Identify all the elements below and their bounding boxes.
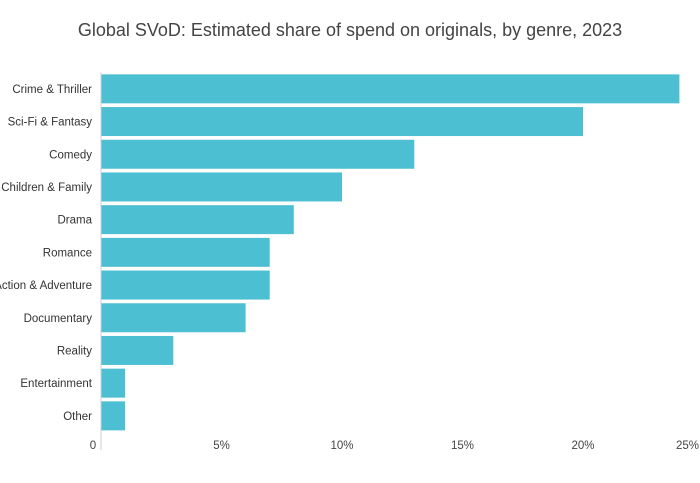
bar-5 [101,237,270,267]
x-tick-label: 5% [213,440,230,452]
bar-1 [101,107,583,137]
category-label: Other [63,411,92,423]
x-tick-labels: 0 5% 10% 15% 20% 25% [90,440,699,452]
chart-title: Global SVoD: Estimated share of spend on… [77,20,623,40]
category-label: Documentary [24,313,93,325]
category-label: Comedy [49,149,92,161]
category-label: Romance [43,247,92,259]
bar-2 [101,139,415,169]
x-tick-label: 25% [676,440,699,452]
bar-9 [101,368,126,398]
bar-6 [101,270,270,300]
category-label: Action & Adventure [0,280,92,292]
category-labels: Crime & Thriller Sci-Fi & Fantasy Comedy Ch… [0,84,93,423]
category-label: Reality [57,345,92,357]
category-label: Crime & Thriller [12,84,92,96]
bar-4 [101,205,294,235]
bar-0 [101,74,680,104]
category-label: Sci-Fi & Fantasy [8,117,93,129]
x-tick-label: 20% [571,440,594,452]
category-label: Drama [57,215,92,227]
category-label: Children & Family [1,182,92,194]
bar-8 [101,335,174,365]
bars-layer [101,74,680,431]
x-tick-label: 10% [330,440,353,452]
bar-7 [101,303,246,333]
category-label: Entertainment [20,378,92,390]
bar-3 [101,172,342,202]
x-tick-label: 0 [90,440,96,452]
x-tick-label: 15% [451,440,474,452]
bar-10 [101,401,126,431]
